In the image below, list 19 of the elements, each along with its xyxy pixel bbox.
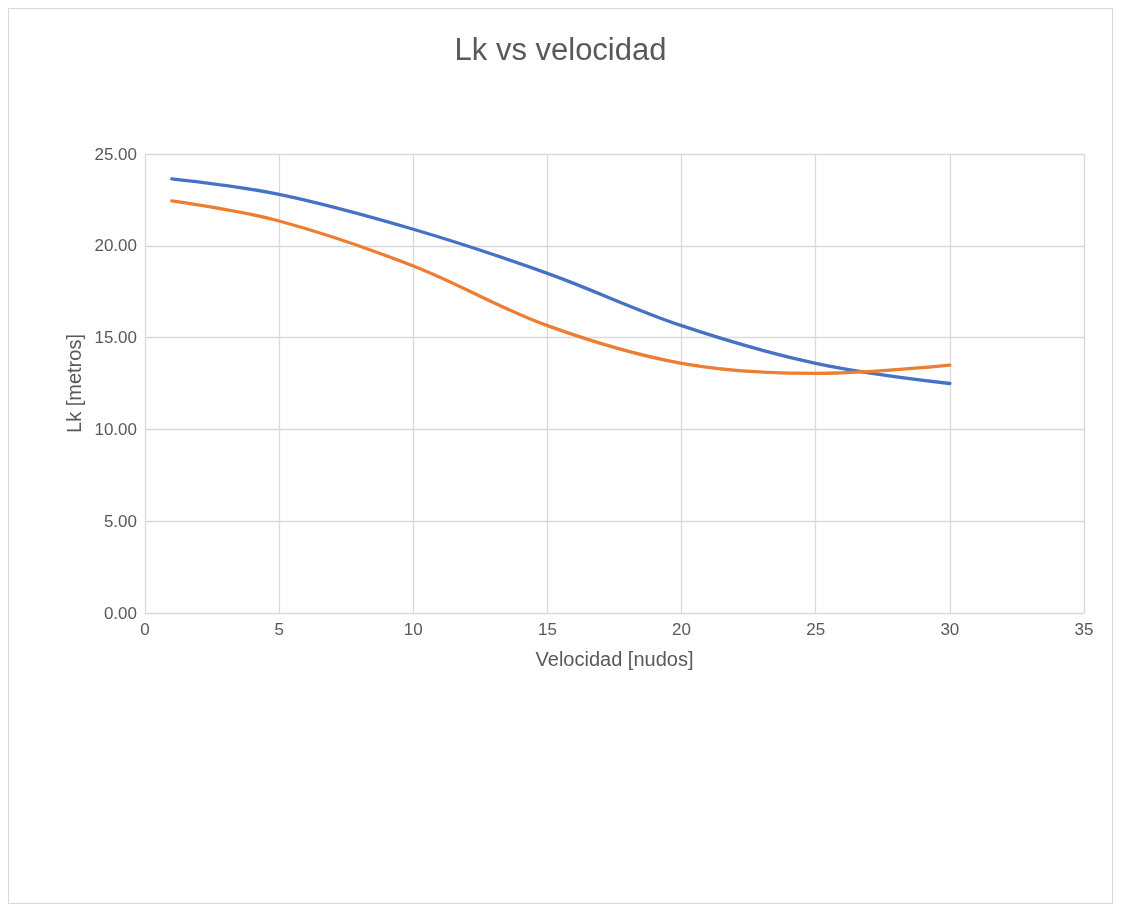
y-tick-label: 15.00 [94,328,137,348]
y-tick-label: 0.00 [103,603,137,623]
y-tick-label: 5.00 [103,511,137,531]
y-tick-label: 25.00 [94,144,137,164]
x-tick-label: 15 [537,620,557,639]
x-tick-label: 5 [274,620,284,639]
chart-title: Lk vs velocidad [454,32,667,67]
y-tick-label: 20.00 [94,236,137,256]
x-tick-label: 35 [1074,620,1094,639]
line-series [170,177,952,386]
x-tick-label: 25 [806,620,826,639]
x-tick-label: 10 [403,620,423,639]
x-tick-label: 20 [672,620,692,639]
y-tick-label: 10.00 [94,419,137,439]
x-axis-title: Velocidad [nudos] [535,648,694,670]
x-tick-label: 30 [940,620,960,639]
y-axis-title: Lk [metros] [62,334,85,433]
line-series [170,199,952,376]
x-tick-label: 0 [140,620,150,639]
